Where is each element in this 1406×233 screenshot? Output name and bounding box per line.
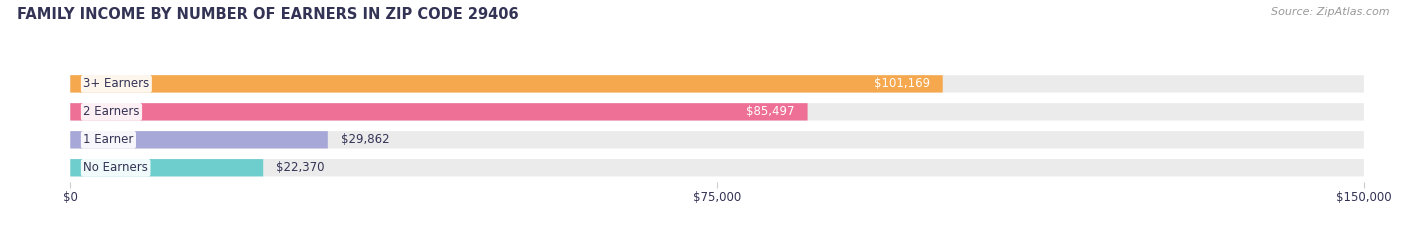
Text: Source: ZipAtlas.com: Source: ZipAtlas.com <box>1271 7 1389 17</box>
FancyBboxPatch shape <box>70 75 1364 93</box>
Text: 3+ Earners: 3+ Earners <box>83 77 149 90</box>
FancyBboxPatch shape <box>70 75 943 93</box>
FancyBboxPatch shape <box>70 159 1364 176</box>
Text: 1 Earner: 1 Earner <box>83 133 134 146</box>
Text: $101,169: $101,169 <box>873 77 929 90</box>
Text: FAMILY INCOME BY NUMBER OF EARNERS IN ZIP CODE 29406: FAMILY INCOME BY NUMBER OF EARNERS IN ZI… <box>17 7 519 22</box>
FancyBboxPatch shape <box>70 103 1364 120</box>
FancyBboxPatch shape <box>70 131 1364 148</box>
Text: $22,370: $22,370 <box>276 161 325 174</box>
Text: No Earners: No Earners <box>83 161 148 174</box>
Text: $29,862: $29,862 <box>340 133 389 146</box>
FancyBboxPatch shape <box>70 131 328 148</box>
Text: $85,497: $85,497 <box>747 105 794 118</box>
Text: 2 Earners: 2 Earners <box>83 105 139 118</box>
FancyBboxPatch shape <box>70 159 263 176</box>
FancyBboxPatch shape <box>70 103 807 120</box>
